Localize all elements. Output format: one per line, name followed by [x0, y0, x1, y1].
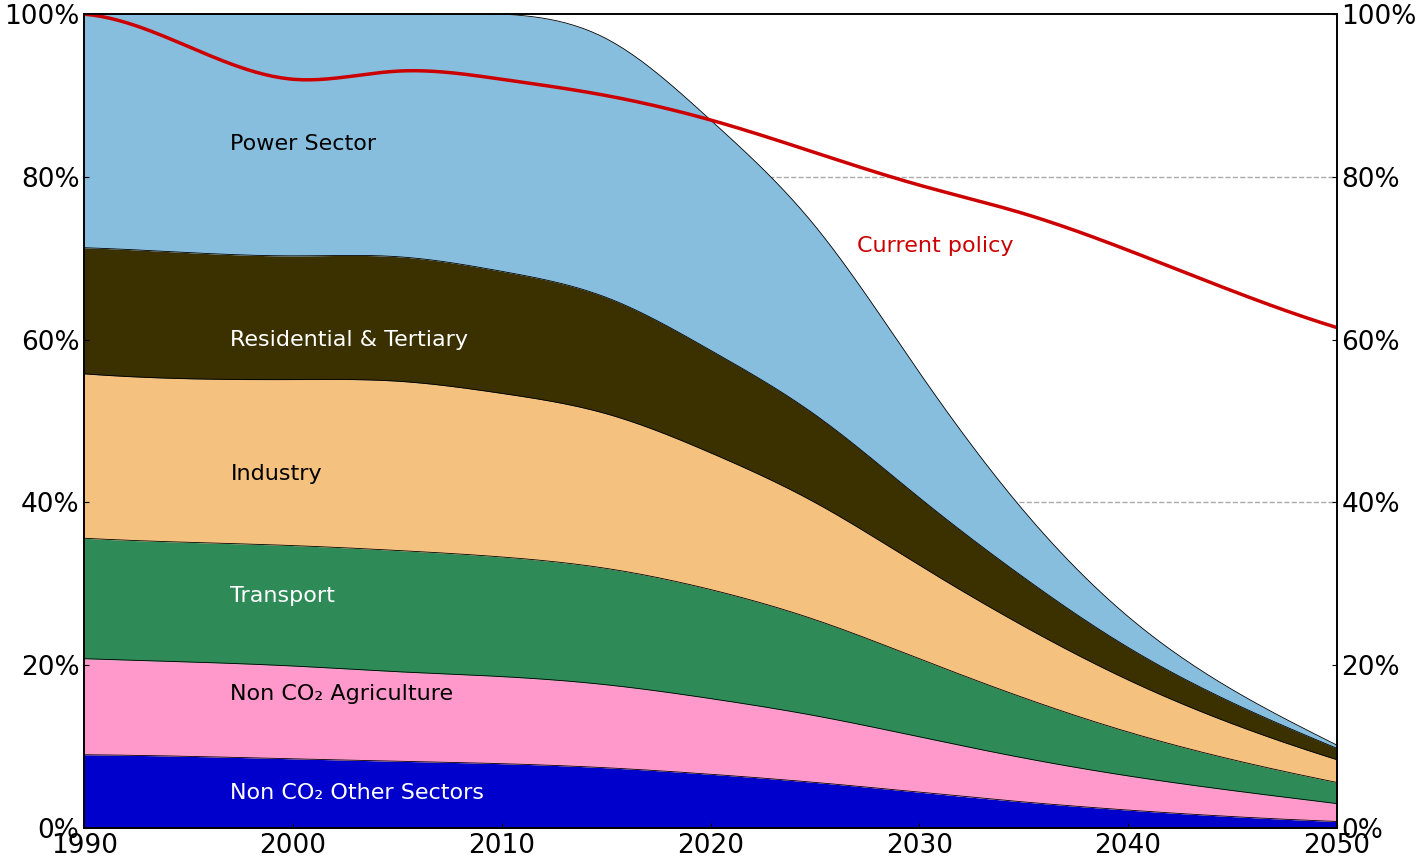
Text: Non CO₂ Agriculture: Non CO₂ Agriculture: [230, 683, 453, 703]
Text: Industry: Industry: [230, 464, 323, 484]
Text: Non CO₂ Other Sectors: Non CO₂ Other Sectors: [230, 783, 485, 803]
Text: Residential & Tertiary: Residential & Tertiary: [230, 330, 469, 350]
Text: Transport: Transport: [230, 586, 335, 606]
Text: Current policy: Current policy: [857, 236, 1013, 256]
Text: Power Sector: Power Sector: [230, 135, 377, 154]
